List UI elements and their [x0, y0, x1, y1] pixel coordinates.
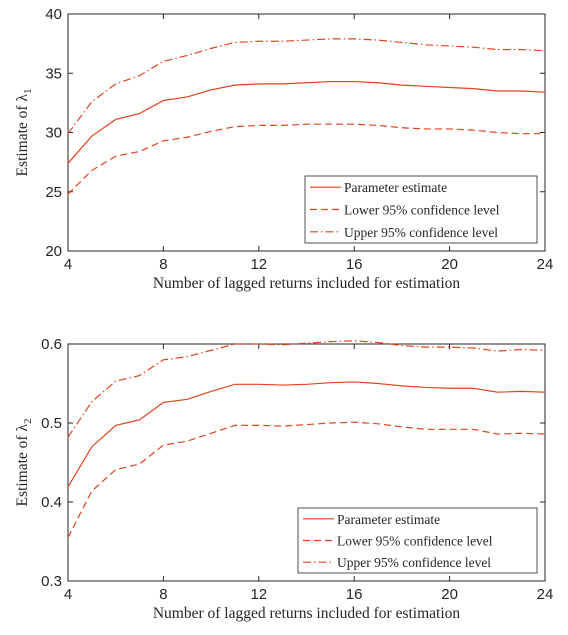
y-axis-label-subscript: 1	[22, 89, 34, 95]
legend-entry: Parameter estimate	[344, 180, 447, 195]
y-tick-label: 40	[45, 6, 62, 23]
chart-panel-2: 4 8 12 16 20 24 0.3 0.4 0.5 0.6 Number of lagged r…	[14, 336, 553, 622]
axes-box	[67, 343, 546, 582]
x-tick-label: 12	[250, 586, 267, 603]
y-tick-label: 0.5	[41, 415, 62, 432]
series-line-dashdot	[67, 340, 546, 438]
y-tick-label: 0.4	[41, 494, 62, 511]
legend-entry: Upper 95% confidence level	[337, 555, 491, 570]
series-line-solid	[67, 80, 546, 164]
y-tick-label: 35	[45, 65, 62, 82]
x-tick-label: 16	[346, 256, 363, 273]
x-axis-label: Number of lagged returns included for es…	[153, 605, 461, 622]
y-tick-label: 20	[45, 243, 62, 260]
y-axis-label: Estimate of λ1	[14, 89, 34, 177]
y-axis-label-text: Estimate of λ	[14, 424, 31, 507]
x-tick-label: 20	[441, 586, 458, 603]
y-axis-label: Estimate of λ2	[14, 419, 34, 507]
chart-panel-1: 4 8 12 16 20 24 20 25 30 35 40 Number of lagged ret…	[14, 6, 553, 292]
y-tick-label: 0.6	[41, 336, 62, 353]
x-tick-label: 24	[537, 256, 554, 273]
x-tick-label: 12	[250, 256, 267, 273]
series-line-dashed	[67, 421, 546, 538]
y-tick-label: 0.3	[41, 573, 62, 590]
x-tick-label: 24	[537, 586, 554, 603]
series-line-dashdot	[67, 38, 546, 135]
x-tick-label: 8	[159, 256, 167, 273]
x-tick-label: 4	[64, 256, 72, 273]
series-line-dashed	[67, 123, 545, 195]
y-axis-label-text: Estimate of λ	[14, 94, 31, 177]
legend-box	[304, 175, 538, 244]
legend-box	[297, 507, 538, 574]
x-tick-label: 16	[346, 586, 363, 603]
x-axis-label: Number of lagged returns included for es…	[153, 275, 461, 292]
legend-entry: Lower 95% confidence level	[337, 534, 493, 549]
x-tick-label: 20	[441, 256, 458, 273]
y-axis-label-subscript: 2	[22, 419, 34, 425]
legend-entry: Parameter estimate	[337, 512, 440, 527]
legend-entry: Lower 95% confidence level	[344, 203, 500, 218]
legend-entry: Upper 95% confidence level	[344, 225, 498, 240]
y-tick-label: 30	[45, 125, 62, 142]
y-tick-label: 25	[45, 184, 62, 201]
x-tick-label: 4	[64, 586, 72, 603]
x-tick-label: 8	[159, 586, 167, 603]
series-line-solid	[67, 381, 546, 488]
